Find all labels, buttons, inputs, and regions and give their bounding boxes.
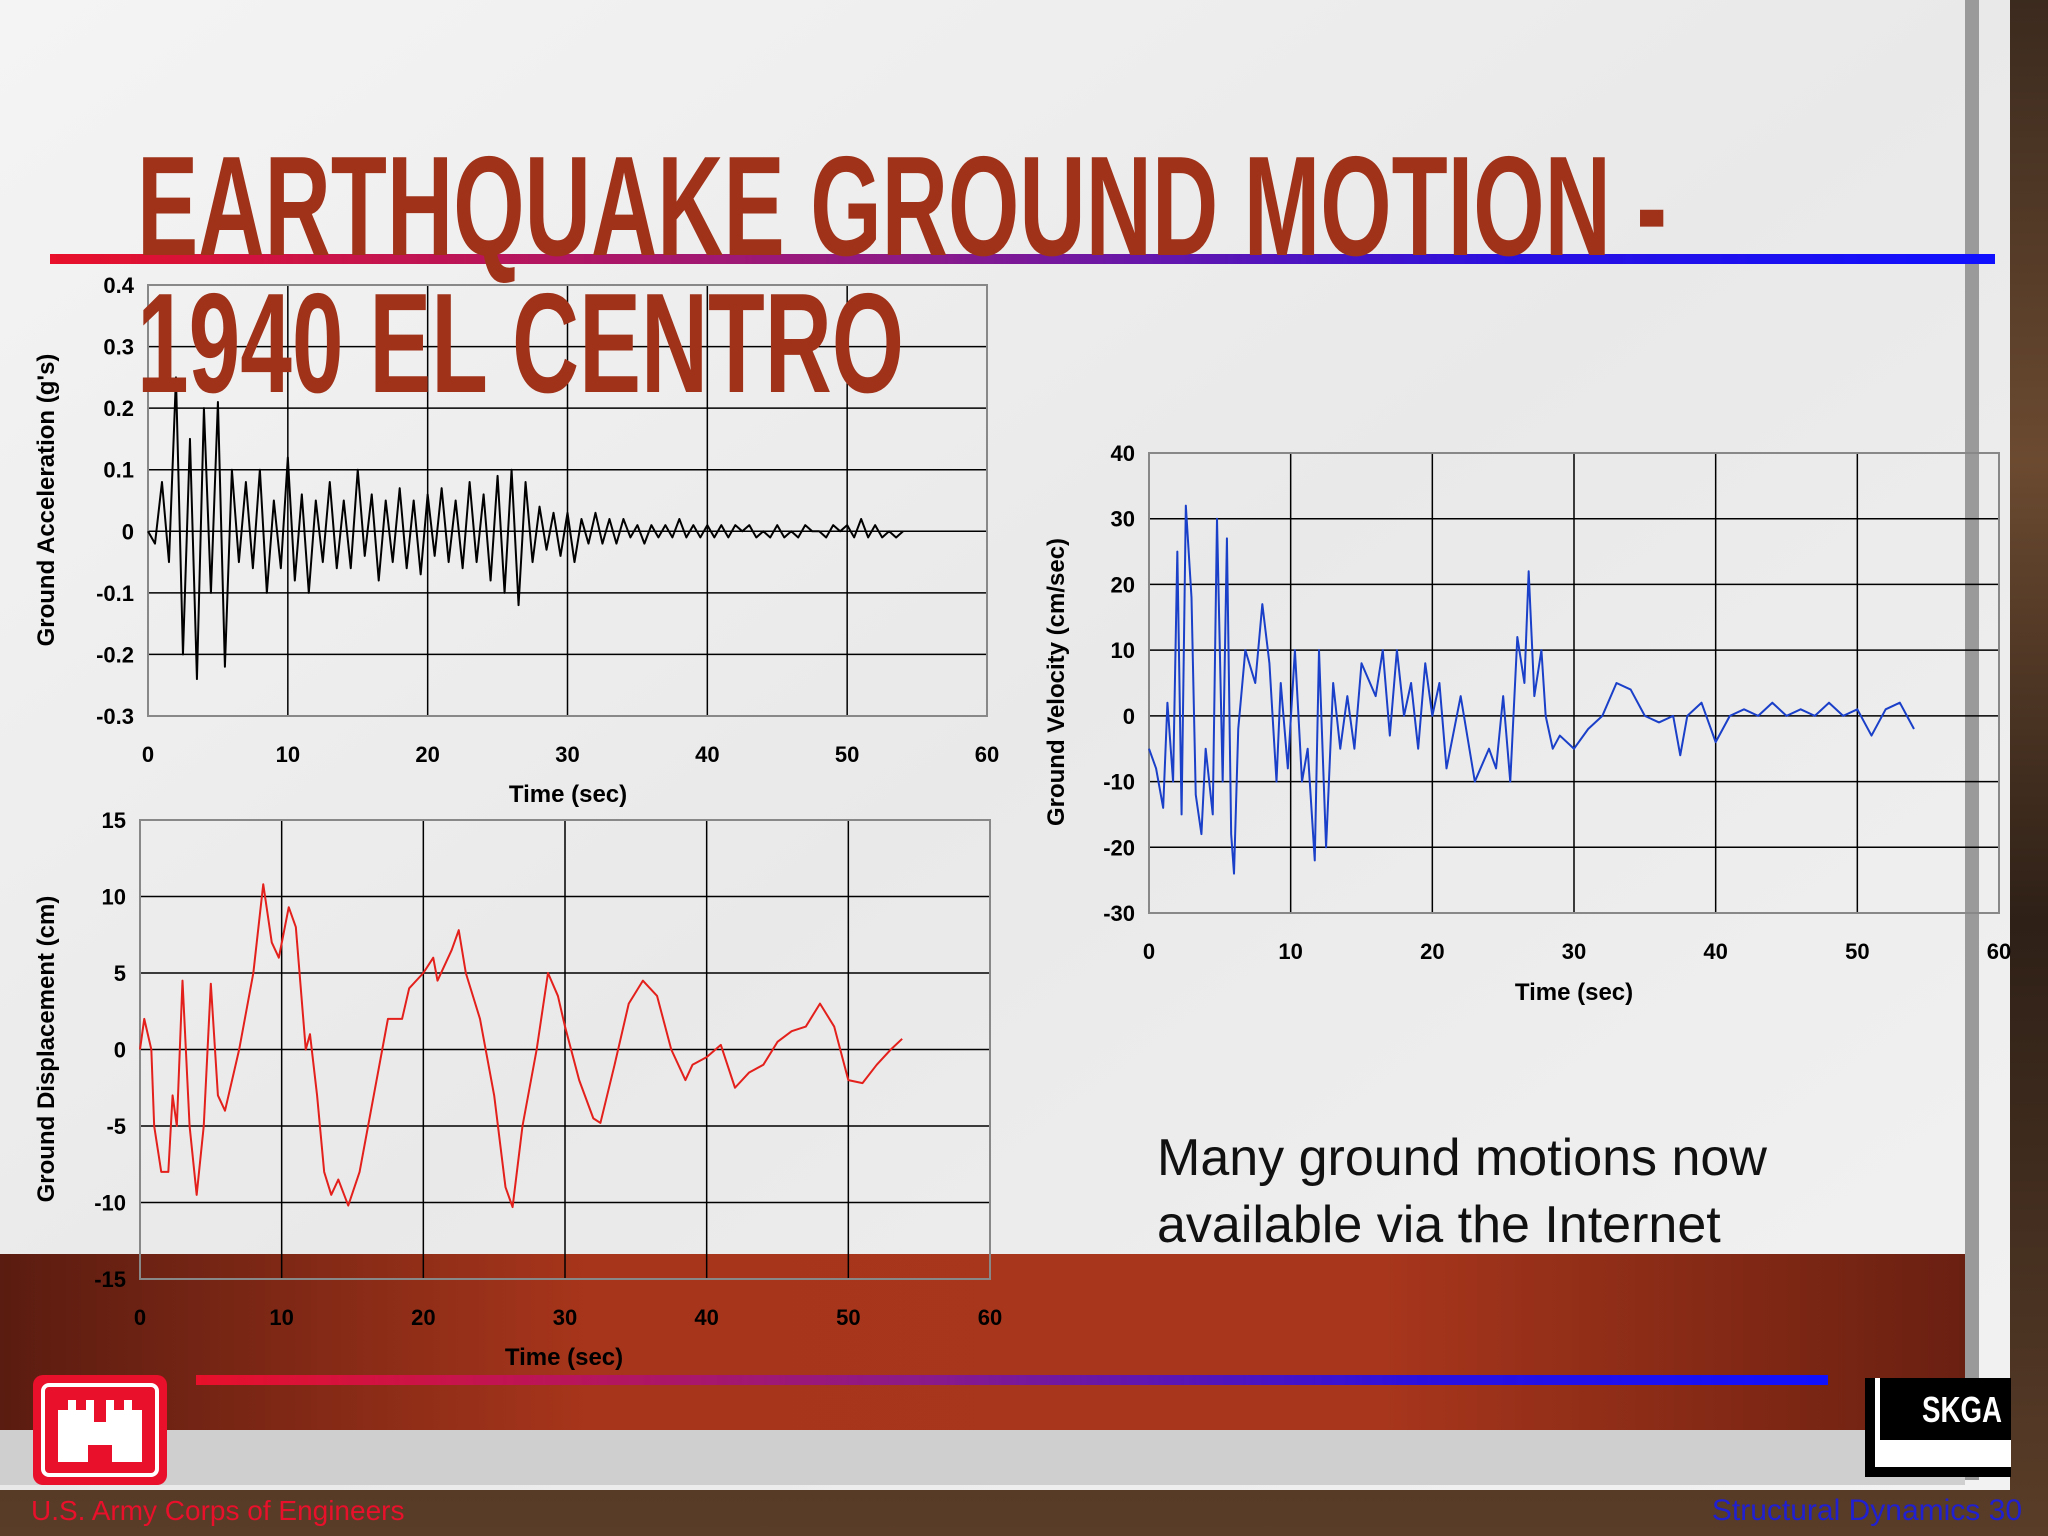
x-axis-label: Time (sec) — [505, 1344, 623, 1371]
x-tick-label: 10 — [1278, 939, 1302, 964]
footer-rule — [196, 1375, 1828, 1385]
data-line — [1148, 504, 1915, 875]
x-tick-label: 30 — [1562, 939, 1586, 964]
y-tick-label: 0 — [1123, 704, 1135, 729]
y-tick-label: 10 — [102, 885, 126, 910]
charts: -0.3-0.2-0.100.10.20.30.40 10 20 30 40 50 60Ti… — [33, 273, 2011, 1371]
y-tick-label: -20 — [1103, 835, 1135, 860]
slide-title: EARTHQUAKE GROUND MOTION - — [137, 127, 1667, 286]
right-edge — [1965, 0, 1979, 1480]
x-tick-label: 50 — [836, 1305, 860, 1330]
y-tick-label: 10 — [1111, 638, 1135, 663]
slide-background — [0, 0, 2010, 1490]
y-tick-label: 15 — [102, 808, 126, 833]
y-tick-label: 0.3 — [103, 335, 134, 360]
plot-border — [1148, 452, 2000, 914]
x-tick-label: 40 — [1703, 939, 1727, 964]
x-tick-label: 50 — [1845, 939, 1869, 964]
y-tick-label: -0.1 — [96, 581, 134, 606]
x-tick-label: 10 — [276, 742, 300, 767]
x-tick-label: 30 — [555, 742, 579, 767]
y-tick-label: -15 — [94, 1267, 126, 1292]
skga-logo: SKGA — [1865, 1378, 2011, 1477]
y-tick-label: 0.2 — [103, 396, 134, 421]
y-tick-label: -5 — [106, 1114, 126, 1139]
y-tick-label: -10 — [94, 1191, 126, 1216]
y-tick-label: -30 — [1103, 901, 1135, 926]
y-axis-label: Ground Velocity (cm/sec) — [1043, 538, 1070, 826]
y-axis-label: Ground Acceleration (g's) — [33, 354, 60, 647]
y-axis-label: Ground Displacement (cm) — [33, 896, 60, 1203]
x-tick-label: 20 — [1420, 939, 1444, 964]
title-rule — [50, 254, 1995, 264]
y-tick-label: -10 — [1103, 770, 1135, 795]
x-axis-label: Time (sec) — [509, 781, 627, 808]
y-tick-label: 0.4 — [103, 273, 134, 298]
footer-strip — [0, 1430, 1965, 1485]
data-line — [139, 883, 903, 1209]
plot-border — [147, 284, 988, 717]
x-tick-label: 20 — [411, 1305, 435, 1330]
y-tick-label: 0 — [122, 519, 134, 544]
x-tick-label: 30 — [553, 1305, 577, 1330]
x-tick-label: 10 — [269, 1305, 293, 1330]
y-tick-label: 30 — [1111, 507, 1135, 532]
body-text: Many ground motions now — [1157, 1129, 1767, 1187]
x-tick-label: 60 — [978, 1305, 1002, 1330]
slide-title: 1940 EL CENTRO — [137, 264, 904, 423]
castle-logo — [33, 1375, 167, 1485]
footer-left: U.S. Army Corps of Engineers — [31, 1495, 404, 1526]
x-tick-label: 40 — [694, 1305, 718, 1330]
y-tick-label: 20 — [1111, 572, 1135, 597]
y-tick-label: -0.2 — [96, 642, 134, 667]
x-tick-label: 0 — [1143, 939, 1155, 964]
x-tick-label: 50 — [835, 742, 859, 767]
x-tick-label: 0 — [134, 1305, 146, 1330]
x-tick-label: 20 — [415, 742, 439, 767]
x-tick-label: 40 — [695, 742, 719, 767]
x-axis-label: Time (sec) — [1515, 979, 1633, 1006]
footer-band — [0, 1254, 1965, 1430]
y-tick-label: 0.1 — [103, 458, 134, 483]
y-tick-label: 5 — [114, 961, 126, 986]
x-tick-label: 0 — [142, 742, 154, 767]
footer-right: Structural Dynamics 30 — [1712, 1494, 2022, 1527]
x-tick-label: 60 — [975, 742, 999, 767]
y-tick-label: -0.3 — [96, 704, 134, 729]
x-tick-label: 60 — [1987, 939, 2011, 964]
logo-text: SKGA — [1922, 1389, 2002, 1430]
body-text: available via the Internet — [1157, 1196, 1721, 1254]
y-tick-label: 0 — [114, 1038, 126, 1063]
y-tick-label: 40 — [1111, 441, 1135, 466]
data-line — [147, 376, 904, 681]
